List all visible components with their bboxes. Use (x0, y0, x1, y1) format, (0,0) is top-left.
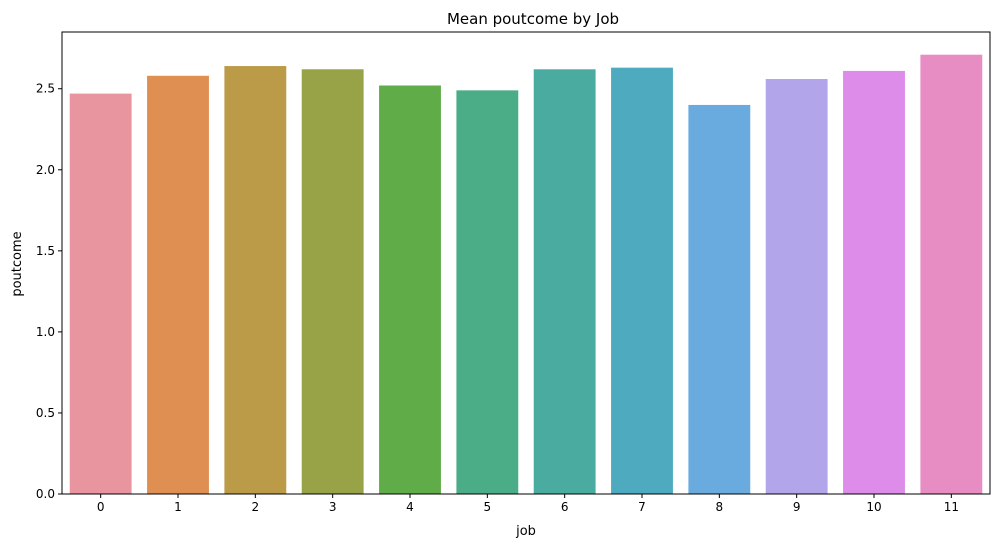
y-tick-label: 2.0 (36, 163, 55, 177)
y-tick-label: 1.0 (36, 325, 55, 339)
x-tick-label: 11 (944, 500, 959, 514)
y-axis-label: poutcome (10, 231, 25, 296)
y-axis: 0.0 0.5 1.0 1.5 2.0 2.5 (36, 82, 62, 501)
y-tick-label: 0.5 (36, 406, 55, 420)
x-tick-label: 5 (484, 500, 492, 514)
bar-8 (688, 104, 751, 495)
bar-4 (379, 85, 441, 494)
bar-9 (765, 79, 828, 494)
bar-7 (611, 67, 673, 495)
bar-11 (920, 54, 983, 495)
x-axis-label: job (515, 524, 536, 539)
bar-1 (147, 75, 209, 494)
y-tick-label: 0.0 (36, 487, 55, 501)
x-tick-label: 3 (329, 500, 337, 514)
bar-10 (843, 70, 905, 494)
bar-2 (224, 66, 287, 494)
bar-3 (301, 69, 364, 494)
x-tick-label: 8 (716, 500, 724, 514)
bar-5 (456, 90, 519, 494)
plot-frame (61, 31, 991, 495)
bars-group (69, 54, 983, 495)
x-tick-label: 9 (793, 500, 801, 514)
x-tick-label: 0 (97, 500, 105, 514)
bar-0 (69, 93, 132, 494)
x-tick-label: 6 (561, 500, 569, 514)
x-tick-label: 4 (406, 500, 414, 514)
chart-title: Mean poutcome by Job (447, 10, 619, 28)
bar-6 (533, 69, 596, 494)
x-axis: 0 1 2 3 4 5 6 7 8 9 10 11 (97, 494, 959, 514)
y-tick-label: 2.5 (36, 82, 55, 96)
x-tick-label: 7 (638, 500, 646, 514)
x-tick-label: 2 (252, 500, 260, 514)
x-tick-label: 1 (174, 500, 182, 514)
x-tick-label: 10 (866, 500, 881, 514)
y-tick-label: 1.5 (36, 244, 55, 258)
